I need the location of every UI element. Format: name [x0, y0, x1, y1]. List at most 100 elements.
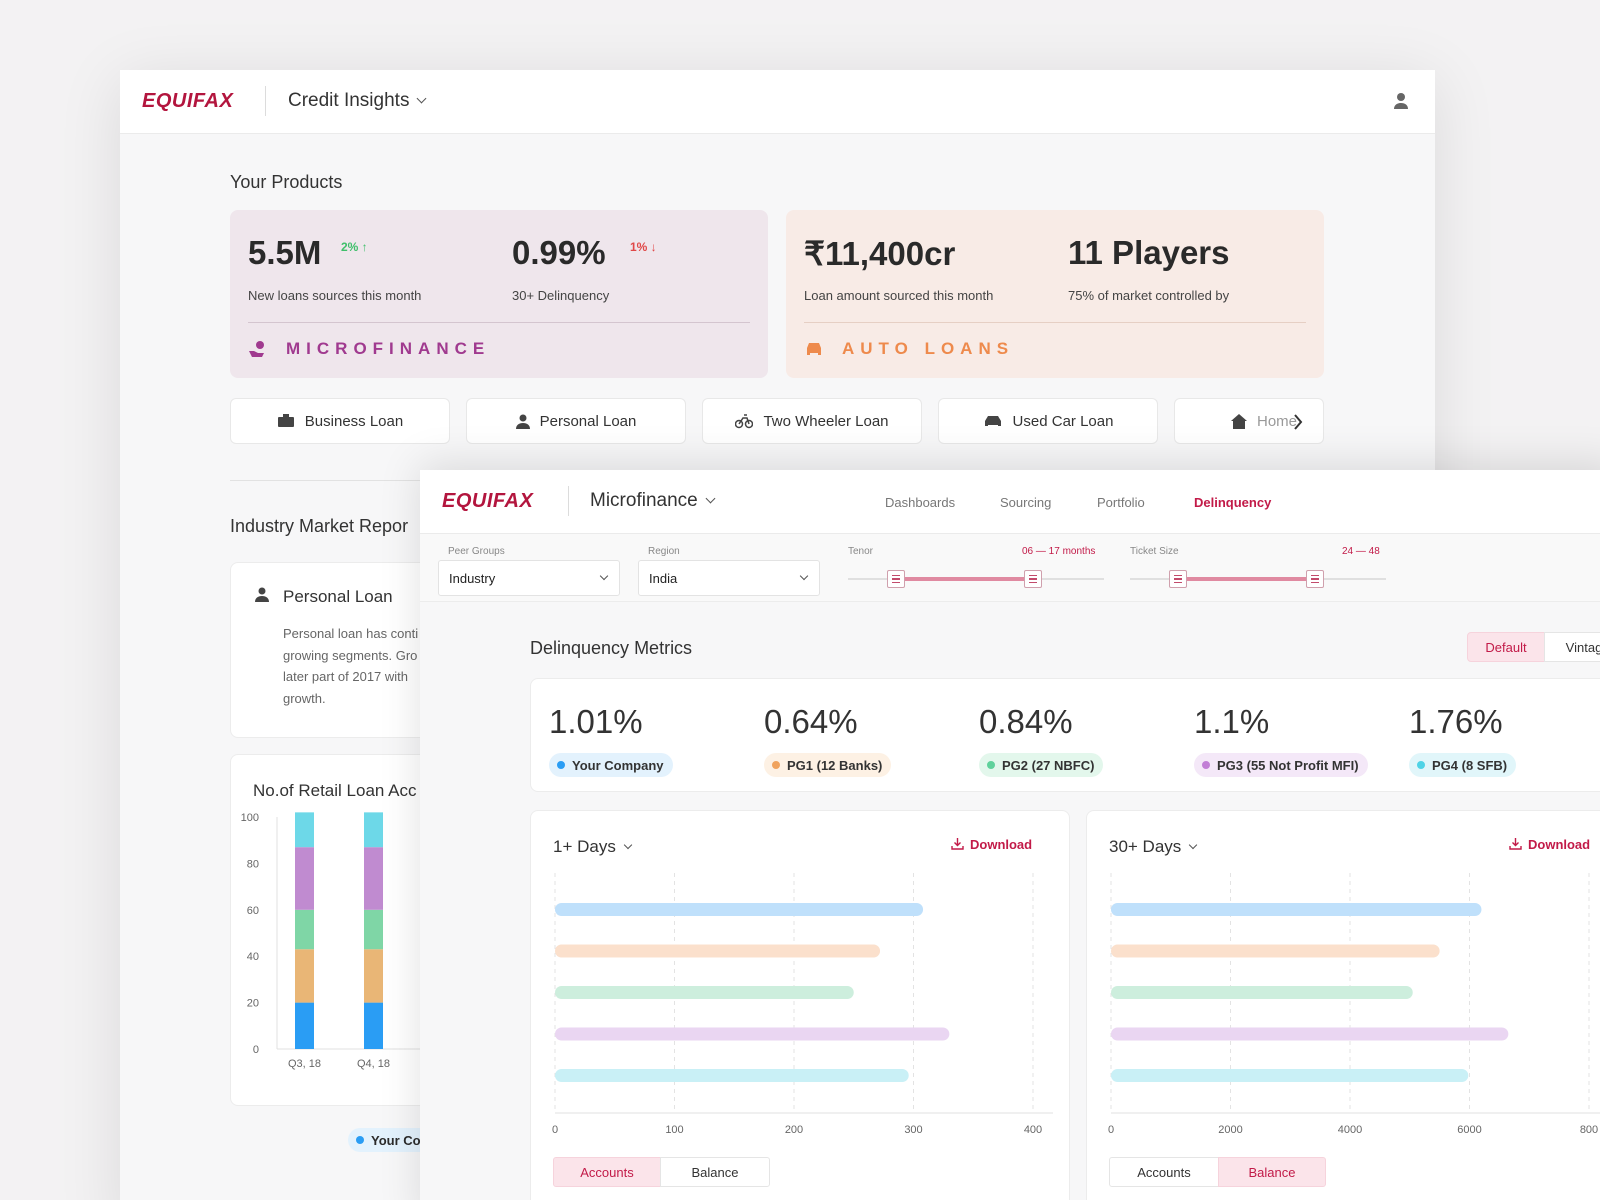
app-title: Credit Insights: [288, 90, 410, 111]
legend-dot: [1202, 761, 1210, 769]
bicycle-icon: [735, 414, 754, 429]
chevron-down-icon: [599, 571, 609, 581]
report-line: growth.: [283, 690, 326, 706]
bar: [555, 903, 924, 916]
app-switcher[interactable]: Credit Insights: [288, 90, 427, 112]
new-loans-value: 5.5M: [248, 234, 322, 271]
toggle-balance[interactable]: Balance: [660, 1157, 770, 1187]
tenor-max-handle[interactable]: [1024, 570, 1042, 588]
toggle-vintage[interactable]: Vintag: [1544, 632, 1600, 662]
legend-dot: [1417, 761, 1425, 769]
ticket-size-label: Ticket Size: [1130, 546, 1179, 557]
download-icon: [1509, 838, 1522, 850]
bar: [555, 944, 881, 958]
filter-bar: Peer Groups Industry Region India Tenor …: [420, 534, 1600, 602]
chevron-down-icon: [799, 571, 809, 581]
equifax-logo[interactable]: EQUIFAX: [442, 490, 534, 512]
x-tick-label: Q3, 18: [288, 1058, 321, 1070]
auto-loans-card[interactable]: ₹11,400cr Loan amount sourced this month…: [786, 210, 1324, 378]
legend-label: Your Co: [371, 1132, 421, 1148]
y-tick-label: 0: [253, 1044, 259, 1056]
app-title: Microfinance: [590, 490, 698, 511]
new-loans-change: 2% ↑: [341, 240, 368, 254]
stacked-bar-segment: [295, 1002, 314, 1049]
y-tick-label: 100: [241, 812, 259, 824]
stacked-bar-segment: [295, 909, 314, 950]
x-tick-label: 100: [665, 1124, 683, 1136]
days-dropdown[interactable]: 1+ Days: [553, 837, 633, 857]
chart-title: No.of Retail Loan Acc: [253, 781, 417, 800]
car-icon: [984, 415, 1001, 426]
x-tick-label: 6000: [1457, 1124, 1481, 1136]
legend-your-company: Your Co: [348, 1128, 433, 1152]
x-tick-label: Q4, 18: [357, 1058, 390, 1070]
tab-personal-loan[interactable]: Personal Loan: [466, 398, 686, 444]
thirty-plus-days-chart-card: 30+ Days Download 0 2000 4000 6000 800 Accou…: [1086, 810, 1600, 1200]
peer-groups-select[interactable]: Industry: [438, 560, 620, 596]
chart-title: 30+ Days: [1109, 837, 1182, 856]
select-value: India: [649, 570, 678, 586]
x-tick-label: 2000: [1218, 1124, 1242, 1136]
auto-loans-category: AUTO LOANS: [842, 339, 1015, 358]
ticket-size-max-handle[interactable]: [1306, 570, 1324, 588]
stacked-bar-segment: [364, 847, 383, 910]
download-button[interactable]: Download: [951, 837, 1032, 852]
bar: [555, 986, 854, 999]
tab-label: Personal Loan: [539, 412, 637, 430]
bar: [1111, 1069, 1469, 1082]
stacked-bar-segment: [295, 812, 314, 848]
toggle-default[interactable]: Default: [1467, 632, 1545, 662]
x-tick-label: 400: [1024, 1124, 1042, 1136]
tab-label: Used Car Loan: [1012, 412, 1114, 430]
divider: [804, 322, 1306, 323]
metric-label: PG1 (12 Banks): [787, 757, 883, 773]
toggle-balance[interactable]: Balance: [1218, 1157, 1326, 1187]
legend-dot: [772, 761, 780, 769]
chevron-down-icon: [417, 93, 427, 104]
legend-dot: [557, 761, 565, 769]
delinquency-label: 30+ Delinquency: [512, 288, 610, 303]
ticket-size-slider-range: [1178, 577, 1314, 581]
tab-business-loan[interactable]: Business Loan: [230, 398, 450, 444]
one-plus-days-chart-card: 1+ Days Download 0 100 200 300 400 Accounts …: [530, 810, 1070, 1200]
stacked-bar-segment: [364, 812, 383, 848]
chevron-down-icon: [623, 840, 633, 850]
ticket-size-min-handle[interactable]: [1169, 570, 1187, 588]
download-button[interactable]: Download: [1509, 837, 1590, 852]
nav-delinquency[interactable]: Delinquency: [1194, 495, 1272, 510]
stacked-bar-segment: [295, 949, 314, 1003]
divider: [265, 86, 266, 116]
x-tick-label: 4000: [1338, 1124, 1362, 1136]
days-dropdown[interactable]: 30+ Days: [1109, 837, 1198, 857]
delinquency-value: 0.99%: [512, 234, 606, 271]
tenor-slider-range: [896, 577, 1032, 581]
person-icon: [255, 587, 269, 602]
nav-sourcing[interactable]: Sourcing: [1000, 495, 1052, 510]
report-line: Personal loan has conti: [283, 626, 419, 641]
metric-badge: PG1 (12 Banks): [764, 753, 892, 777]
chevron-right-icon[interactable]: [1293, 414, 1303, 430]
tenor-min-handle[interactable]: [887, 570, 905, 588]
metric-badge: Your Company: [549, 753, 673, 777]
top-bar: EQUIFAX Microfinance Dashboards Sourcing…: [420, 470, 1600, 534]
download-icon: [951, 838, 964, 850]
tab-home-loan[interactable]: Home: [1174, 398, 1324, 444]
user-icon[interactable]: [1393, 92, 1409, 110]
microfinance-card[interactable]: 5.5M 2% ↑ New loans sources this month 0…: [230, 210, 768, 378]
y-tick-label: 60: [247, 905, 259, 917]
x-tick-label: 0: [552, 1124, 558, 1136]
equifax-logo[interactable]: EQUIFAX: [142, 90, 234, 112]
nav-dashboards[interactable]: Dashboards: [885, 495, 956, 510]
tab-two-wheeler-loan[interactable]: Two Wheeler Loan: [702, 398, 922, 444]
metric-badge: PG2 (27 NBFC): [979, 753, 1104, 777]
nav-portfolio[interactable]: Portfolio: [1097, 495, 1145, 510]
bar: [1111, 903, 1482, 916]
retail-loan-stacked-bar-chart: 0 20 40 60 80 100 Q3, 18 Q4, 18: [241, 812, 651, 1070]
metric-label: PG3 (55 Not Profit MFI): [1217, 757, 1359, 773]
chart-title: 1+ Days: [553, 837, 616, 856]
region-select[interactable]: India: [638, 560, 820, 596]
toggle-accounts[interactable]: Accounts: [1109, 1157, 1219, 1187]
app-switcher[interactable]: Microfinance: [590, 490, 716, 512]
tab-used-car-loan[interactable]: Used Car Loan: [938, 398, 1158, 444]
toggle-accounts[interactable]: Accounts: [553, 1157, 661, 1187]
